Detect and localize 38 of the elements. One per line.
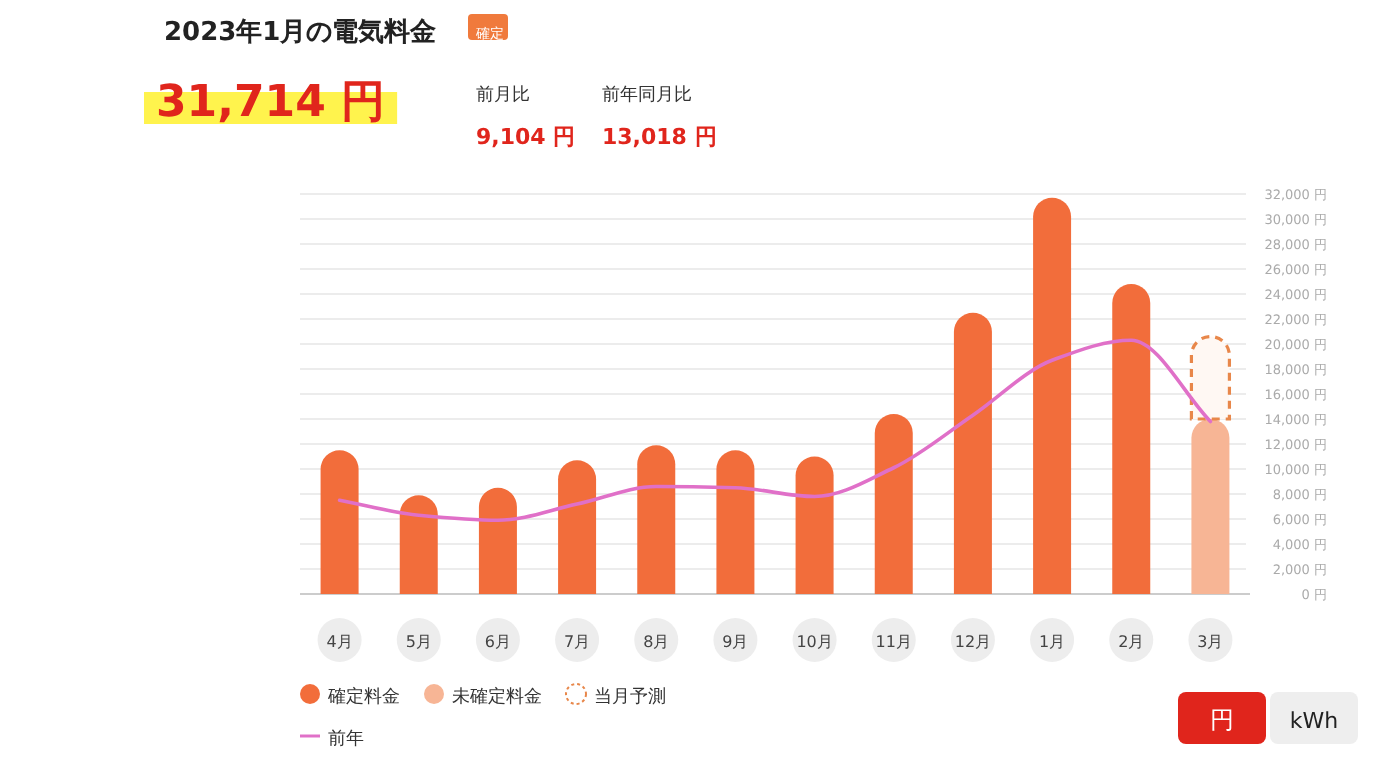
x-tick-label: 11月	[875, 633, 912, 651]
legend-label: 当月予測	[594, 686, 666, 708]
text: 9,104 円	[476, 124, 576, 150]
bar	[953, 312, 992, 594]
legend-label: 前年	[328, 728, 364, 750]
bar	[874, 414, 913, 594]
text: kWh	[1289, 708, 1339, 734]
x-tick-label: 8月	[643, 633, 670, 651]
line-series	[337, 338, 1213, 523]
chart-title: 2023年1月の電気料金	[164, 18, 439, 48]
bar	[399, 495, 438, 594]
bar	[795, 456, 834, 594]
bar	[637, 445, 676, 594]
bar	[320, 450, 359, 594]
x-tick-label: 1月	[1038, 633, 1066, 651]
x-tick-label: 5月	[405, 633, 432, 651]
legend-label: 未確定料金	[452, 686, 542, 708]
x-tick-label: 10月	[796, 633, 833, 651]
x-tick-label: 9月	[722, 633, 749, 651]
x-tick-label: 2月	[1118, 633, 1145, 651]
x-tick-label: 12月	[954, 633, 992, 651]
text: 前月比	[476, 84, 530, 106]
x-tick-label: 7月	[563, 633, 591, 651]
bar	[1033, 197, 1072, 594]
x-tick-label: 6月	[484, 633, 512, 651]
text: 31,714 円	[156, 78, 386, 128]
bar	[1112, 284, 1151, 594]
bar	[478, 487, 517, 594]
text: 13,018 円	[602, 124, 717, 150]
text: 前年同月比	[602, 84, 692, 106]
bar	[1189, 334, 1232, 421]
x-tick-label: 3月	[1197, 633, 1224, 651]
text: 円	[1210, 706, 1234, 734]
legend-label: 確定料金	[326, 686, 400, 708]
bar	[558, 460, 597, 594]
x-tick-label: 4月	[326, 633, 353, 651]
bar	[716, 450, 755, 594]
bar	[1191, 419, 1230, 594]
